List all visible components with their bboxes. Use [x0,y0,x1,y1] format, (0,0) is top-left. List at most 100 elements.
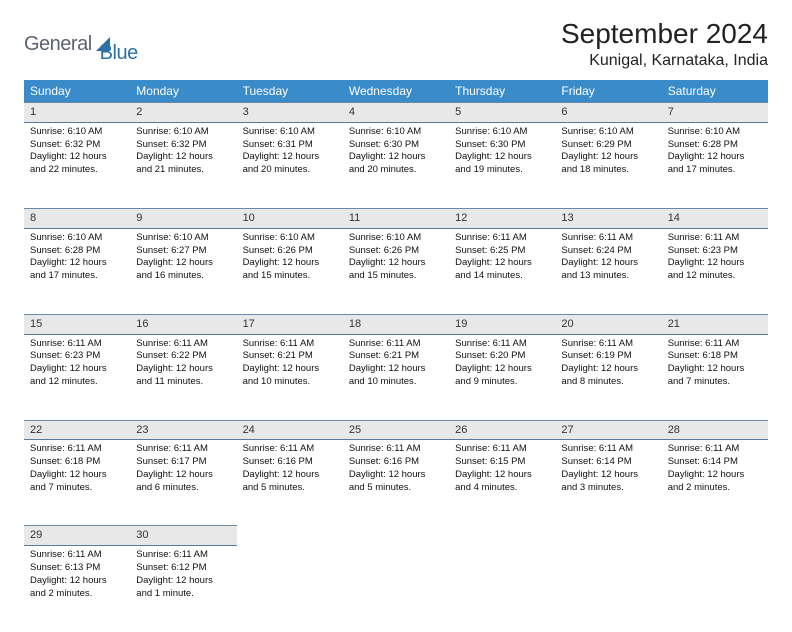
title-block: September 2024 Kunigal, Karnataka, India [561,18,768,70]
day-content-cell: Sunrise: 6:11 AMSunset: 6:21 PMDaylight:… [343,334,449,420]
day-header: Saturday [662,80,768,103]
day-line: and 2 minutes. [30,588,124,601]
day-line: Daylight: 12 hours [136,575,230,588]
day-line: Sunrise: 6:10 AM [349,126,443,139]
day-line: Sunrise: 6:11 AM [243,443,337,456]
day-content: Sunrise: 6:10 AMSunset: 6:31 PMDaylight:… [237,123,343,181]
day-line: and 21 minutes. [136,164,230,177]
day-header: Thursday [449,80,555,103]
day-content-cell: Sunrise: 6:11 AMSunset: 6:16 PMDaylight:… [343,440,449,526]
day-number-cell [237,526,343,546]
day-content-cell: Sunrise: 6:11 AMSunset: 6:16 PMDaylight:… [237,440,343,526]
day-line: Daylight: 12 hours [30,575,124,588]
day-content-cell: Sunrise: 6:11 AMSunset: 6:23 PMDaylight:… [24,334,130,420]
day-line: Sunset: 6:23 PM [668,245,762,258]
day-line: and 19 minutes. [455,164,549,177]
day-line: Sunrise: 6:11 AM [668,443,762,456]
day-line: and 16 minutes. [136,270,230,283]
day-line: Sunset: 6:26 PM [349,245,443,258]
day-line: and 11 minutes. [136,376,230,389]
day-number: 7 [662,103,768,122]
day-line: Sunrise: 6:10 AM [243,126,337,139]
day-number-cell: 8 [24,208,130,228]
day-line: Daylight: 12 hours [668,257,762,270]
day-number: 14 [662,209,768,228]
day-line: Sunrise: 6:10 AM [668,126,762,139]
day-line: Daylight: 12 hours [668,363,762,376]
day-number-cell: 11 [343,208,449,228]
day-line: Daylight: 12 hours [136,363,230,376]
day-line: Daylight: 12 hours [561,363,655,376]
day-number-cell: 12 [449,208,555,228]
logo-text-1: General [24,33,92,56]
day-line: and 6 minutes. [136,482,230,495]
day-line: and 14 minutes. [455,270,549,283]
day-number-cell: 9 [130,208,236,228]
day-number-cell: 26 [449,420,555,440]
logo-text-2: Blue [100,42,138,65]
day-line: and 9 minutes. [455,376,549,389]
day-header: Tuesday [237,80,343,103]
day-line: Sunrise: 6:11 AM [349,338,443,351]
day-line: Sunrise: 6:11 AM [668,338,762,351]
day-number-cell: 21 [662,314,768,334]
day-line: Daylight: 12 hours [561,257,655,270]
day-number-cell: 1 [24,103,130,123]
day-content-cell: Sunrise: 6:11 AMSunset: 6:12 PMDaylight:… [130,546,236,632]
day-content-cell: Sunrise: 6:10 AMSunset: 6:27 PMDaylight:… [130,228,236,314]
day-number-cell [449,526,555,546]
day-content-cell: Sunrise: 6:10 AMSunset: 6:26 PMDaylight:… [237,228,343,314]
day-line: and 1 minute. [136,588,230,601]
day-line: Daylight: 12 hours [349,363,443,376]
day-number: 2 [130,103,236,122]
day-content-cell: Sunrise: 6:11 AMSunset: 6:20 PMDaylight:… [449,334,555,420]
day-content: Sunrise: 6:11 AMSunset: 6:22 PMDaylight:… [130,335,236,393]
day-content: Sunrise: 6:11 AMSunset: 6:14 PMDaylight:… [662,440,768,498]
day-line: Sunrise: 6:11 AM [30,443,124,456]
day-line: Sunrise: 6:11 AM [561,443,655,456]
day-line: and 10 minutes. [243,376,337,389]
daycontent-row: Sunrise: 6:11 AMSunset: 6:13 PMDaylight:… [24,546,768,632]
day-line: Sunrise: 6:10 AM [561,126,655,139]
day-line: Sunset: 6:23 PM [30,350,124,363]
day-number: 1 [24,103,130,122]
day-content: Sunrise: 6:11 AMSunset: 6:15 PMDaylight:… [449,440,555,498]
day-content-cell: Sunrise: 6:11 AMSunset: 6:17 PMDaylight:… [130,440,236,526]
day-number: 4 [343,103,449,122]
day-number-cell: 6 [555,103,661,123]
day-line: Sunrise: 6:11 AM [455,443,549,456]
day-line: Sunset: 6:29 PM [561,139,655,152]
day-number: 17 [237,315,343,334]
day-content-cell [343,546,449,632]
day-line: Sunrise: 6:11 AM [136,443,230,456]
day-number: 15 [24,315,130,334]
day-line: and 12 minutes. [30,376,124,389]
day-content: Sunrise: 6:10 AMSunset: 6:26 PMDaylight:… [343,229,449,287]
daynum-row: 1234567 [24,103,768,123]
day-line: Daylight: 12 hours [243,469,337,482]
day-line: and 8 minutes. [561,376,655,389]
day-line: and 7 minutes. [30,482,124,495]
day-content: Sunrise: 6:11 AMSunset: 6:24 PMDaylight:… [555,229,661,287]
day-line: Daylight: 12 hours [455,363,549,376]
day-number-cell: 2 [130,103,236,123]
daynum-row: 2930 [24,526,768,546]
day-line: Daylight: 12 hours [455,257,549,270]
day-line: and 18 minutes. [561,164,655,177]
day-content: Sunrise: 6:10 AMSunset: 6:30 PMDaylight:… [449,123,555,181]
day-content-cell: Sunrise: 6:11 AMSunset: 6:18 PMDaylight:… [662,334,768,420]
day-number-cell: 29 [24,526,130,546]
month-title: September 2024 [561,18,768,50]
day-content: Sunrise: 6:10 AMSunset: 6:32 PMDaylight:… [130,123,236,181]
day-content-cell: Sunrise: 6:10 AMSunset: 6:31 PMDaylight:… [237,122,343,208]
day-line: Sunset: 6:28 PM [30,245,124,258]
day-content-cell: Sunrise: 6:10 AMSunset: 6:28 PMDaylight:… [662,122,768,208]
day-line: Sunset: 6:17 PM [136,456,230,469]
header: General Blue September 2024 Kunigal, Kar… [24,18,768,70]
day-line: Daylight: 12 hours [668,151,762,164]
day-content-cell: Sunrise: 6:11 AMSunset: 6:25 PMDaylight:… [449,228,555,314]
day-content-cell: Sunrise: 6:10 AMSunset: 6:30 PMDaylight:… [343,122,449,208]
day-line: Sunset: 6:21 PM [349,350,443,363]
day-line: Sunrise: 6:11 AM [455,338,549,351]
day-line: and 12 minutes. [668,270,762,283]
